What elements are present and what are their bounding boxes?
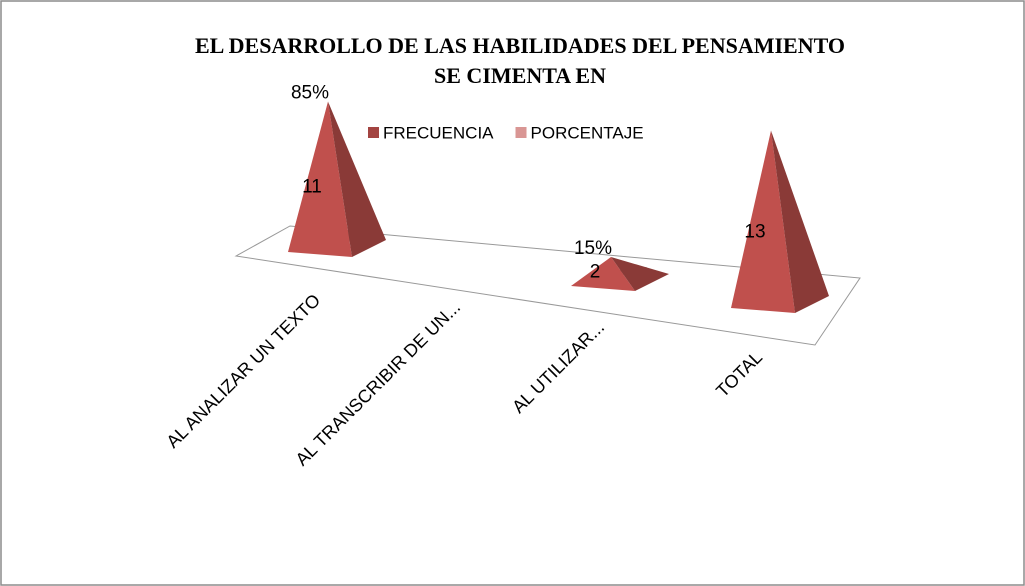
floor: [234, 225, 861, 346]
legend-swatch: [368, 127, 379, 138]
pyramid-face: [328, 101, 386, 257]
pyramid-face: [288, 101, 352, 257]
data-label: 11: [302, 177, 322, 198]
pyramid: [731, 130, 829, 313]
pyramid-face: [771, 130, 829, 313]
data-label: 2: [590, 262, 601, 283]
chart-title: EL DESARROLLO DE LAS HABILIDADES DEL PEN…: [195, 33, 845, 58]
data-label: 13: [744, 221, 765, 242]
pyramid-face: [571, 257, 635, 291]
pyramid: [288, 101, 386, 257]
legend-label: FRECUENCIA: [383, 123, 494, 142]
pyramid-face: [731, 130, 795, 313]
chart-title: SE CIMENTA EN: [434, 63, 606, 88]
data-label: 15%: [574, 238, 612, 259]
legend-label: PORCENTAJE: [531, 123, 644, 142]
pyramid: [571, 257, 669, 291]
data-label: 85%: [291, 83, 329, 104]
legend-swatch: [515, 127, 527, 138]
pyramid-face: [611, 257, 669, 291]
